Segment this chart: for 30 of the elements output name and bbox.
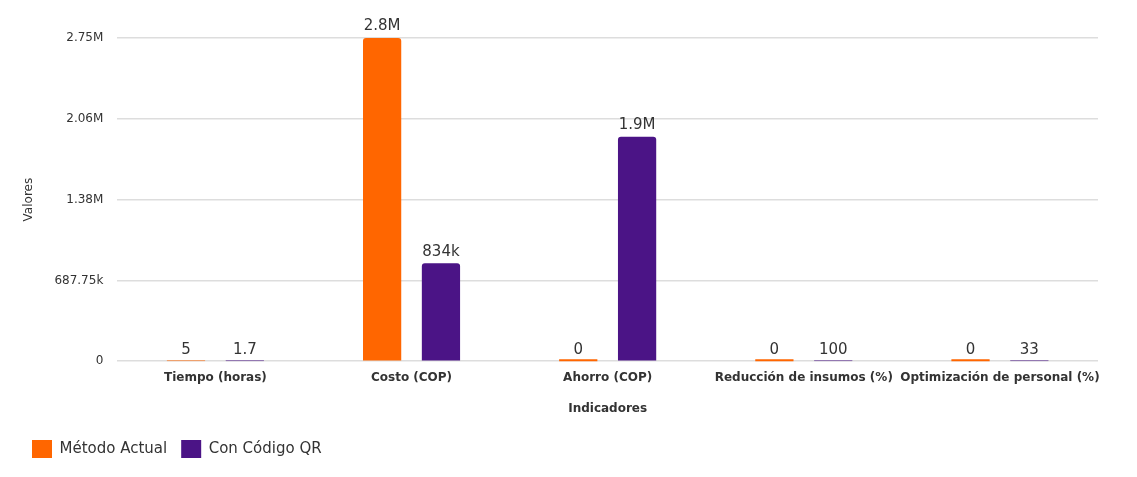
data-label: 1.9M <box>618 115 656 134</box>
x-axis-title: Indicadores <box>568 400 648 415</box>
x-tick-label: Ahorro (COP) <box>563 369 653 384</box>
bar <box>362 38 402 361</box>
legend-label: Con Código QR <box>208 438 322 457</box>
data-label: 5 <box>181 339 191 358</box>
y-tick-label: 1.38M <box>66 191 104 206</box>
data-label: 0 <box>965 339 976 358</box>
data-label: 33 <box>1019 339 1039 358</box>
data-label: 834k <box>422 241 460 260</box>
y-tick-label: 687.75k <box>54 272 104 287</box>
bar <box>617 136 657 361</box>
bar <box>559 359 598 362</box>
y-axis-title: Valores <box>21 177 36 222</box>
x-tick-label: Optimización de personal (%) <box>900 369 1100 384</box>
x-tick-label: Reducción de insumos (%) <box>714 369 893 384</box>
data-label: 100 <box>818 339 848 358</box>
y-tick-label: 0 <box>95 353 104 368</box>
legend-label: Método Actual <box>59 438 168 457</box>
bar <box>421 263 461 361</box>
data-label: 2.8M <box>363 16 401 35</box>
data-label: 1.7 <box>232 339 257 358</box>
data-label: 0 <box>573 339 584 358</box>
bar <box>755 359 794 362</box>
data-label: 0 <box>769 339 780 358</box>
y-tick-label: 2.75M <box>66 30 104 45</box>
x-tick-label: Costo (COP) <box>370 369 453 384</box>
x-tick-label: Tiempo (horas) <box>163 369 267 384</box>
y-tick-label: 2.06M <box>66 110 104 125</box>
bar <box>951 359 990 362</box>
